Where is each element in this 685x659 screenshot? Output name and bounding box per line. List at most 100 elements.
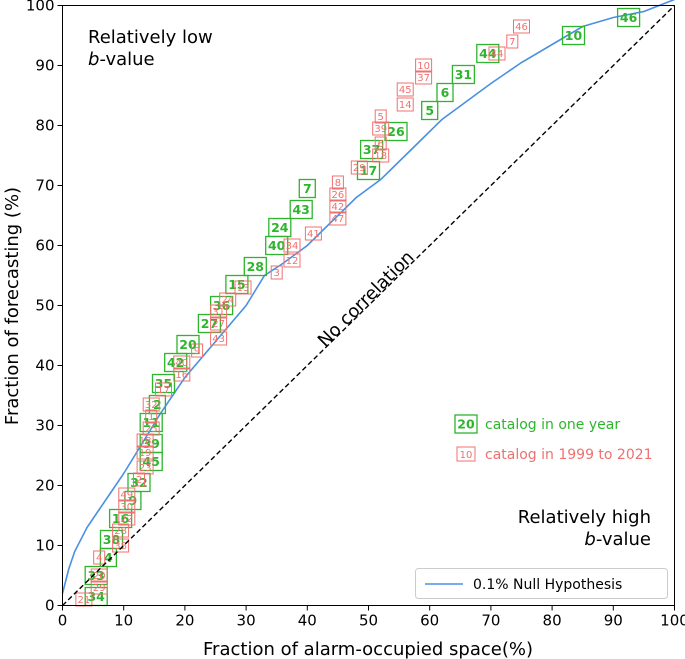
point-box: [139, 412, 163, 433]
line-legend-box: [415, 568, 668, 599]
point-box: [329, 187, 347, 202]
point-label: 22: [120, 514, 133, 525]
point-box: [451, 64, 476, 85]
point-box: [415, 70, 433, 85]
point-one-year: 4: [99, 547, 118, 568]
point-label: 40: [268, 238, 286, 253]
y-tick-label: 0: [45, 597, 55, 615]
point-1999-2021: 47: [329, 211, 347, 226]
y-tick-label: 10: [35, 537, 54, 555]
point-label: 47: [332, 214, 345, 225]
point-label: 2: [136, 475, 142, 486]
x-tick-label: 80: [543, 612, 562, 630]
point-label: 9: [194, 346, 200, 357]
point-label: 39: [374, 124, 387, 135]
point-one-year: 28: [243, 256, 267, 277]
point-label: 8: [335, 178, 341, 189]
x-tick-label: 0: [58, 612, 68, 630]
point-label: 27: [201, 316, 218, 331]
line-legend-label: 0.1% Null Hypothesis: [473, 577, 622, 593]
point-1999-2021: 12: [283, 253, 301, 268]
legend-green-marker: 20: [457, 417, 475, 432]
point-1999-2021: 1: [145, 409, 158, 424]
point-1999-2021: 25: [142, 421, 160, 436]
point-label: 16: [175, 370, 188, 381]
marker-legend: 20 catalog in one year 10 catalog in 199…: [454, 414, 653, 463]
point-1999-2021: 38: [112, 538, 130, 553]
point-box: [164, 352, 188, 373]
legend-red-marker: 10: [460, 450, 473, 461]
point-label: 6: [441, 85, 450, 100]
y-tick-label: 100: [26, 0, 55, 15]
y-tick-label: 60: [35, 237, 54, 255]
point-label: 24: [271, 220, 289, 235]
point-box: [374, 136, 387, 151]
point-1999-2021: 13: [234, 280, 252, 295]
point-box: [506, 34, 519, 49]
point-1999-2021: 43: [210, 331, 228, 346]
point-label: 23: [139, 463, 152, 474]
point-label: 20: [179, 337, 197, 352]
point-box: [243, 256, 267, 277]
point-label: 45: [399, 85, 412, 96]
point-box: [513, 19, 530, 34]
x-tick-label: 70: [481, 612, 500, 630]
point-label: 33: [87, 568, 104, 583]
point-label: 42: [332, 202, 345, 213]
point-label: 7: [509, 37, 515, 48]
point-label: 26: [387, 124, 405, 139]
point-box: [283, 253, 301, 268]
point-label: 27: [212, 319, 225, 330]
null-hypothesis-line: [61, 0, 675, 594]
point-box: [270, 265, 283, 280]
point-label: 29: [93, 583, 106, 594]
point-1999-2021: 9: [191, 343, 204, 358]
point-box: [488, 46, 506, 61]
point-label: 46: [515, 22, 528, 33]
point-one-year: 16: [108, 508, 133, 529]
point-label: 1: [148, 412, 154, 423]
point-1999-2021: 29: [350, 160, 368, 175]
point-one-year: 31: [451, 64, 476, 85]
point-box: [151, 373, 176, 394]
point-label: 26: [332, 190, 345, 201]
point-box: [384, 121, 408, 142]
point-label: 10: [565, 28, 583, 43]
point-one-year: 7: [298, 178, 316, 199]
x-tick-label: 90: [604, 612, 623, 630]
line-legend: 0.1% Null Hypothesis: [415, 568, 668, 599]
point-label: 34: [286, 241, 299, 252]
point-1999-2021: 46: [513, 19, 530, 34]
point-box: [374, 109, 387, 124]
point-label: 43: [292, 202, 309, 217]
point-label: 30: [120, 502, 133, 513]
point-label: 18: [374, 151, 387, 162]
point-label: 49: [120, 490, 133, 501]
point-label: 5: [425, 103, 434, 118]
point-box: [350, 160, 368, 175]
point-box: [415, 58, 433, 73]
point-label: 32: [145, 400, 158, 411]
point-1999-2021: 10: [415, 58, 433, 73]
x-tick-label: 60: [420, 612, 439, 630]
point-label: 3: [274, 268, 280, 279]
point-box: [476, 43, 500, 64]
annotation-low-b-italic: b: [88, 49, 99, 70]
point-box: [304, 226, 322, 241]
point-one-year: 42: [164, 352, 188, 373]
point-label: 40: [175, 358, 188, 369]
point-box: [329, 199, 347, 214]
point-box: [197, 313, 222, 334]
point-box: [372, 121, 390, 136]
point-one-year: 40: [265, 235, 289, 256]
point-box: [283, 238, 301, 253]
point-box: [173, 367, 191, 382]
point-1999-2021: 14: [396, 97, 414, 112]
point-label: 12: [286, 256, 299, 267]
point-1999-2021: 19: [136, 445, 154, 460]
point-one-year: 5: [421, 100, 439, 121]
point-label: 31: [455, 67, 472, 82]
point-box: [136, 433, 154, 448]
point-label: 44: [491, 49, 504, 60]
